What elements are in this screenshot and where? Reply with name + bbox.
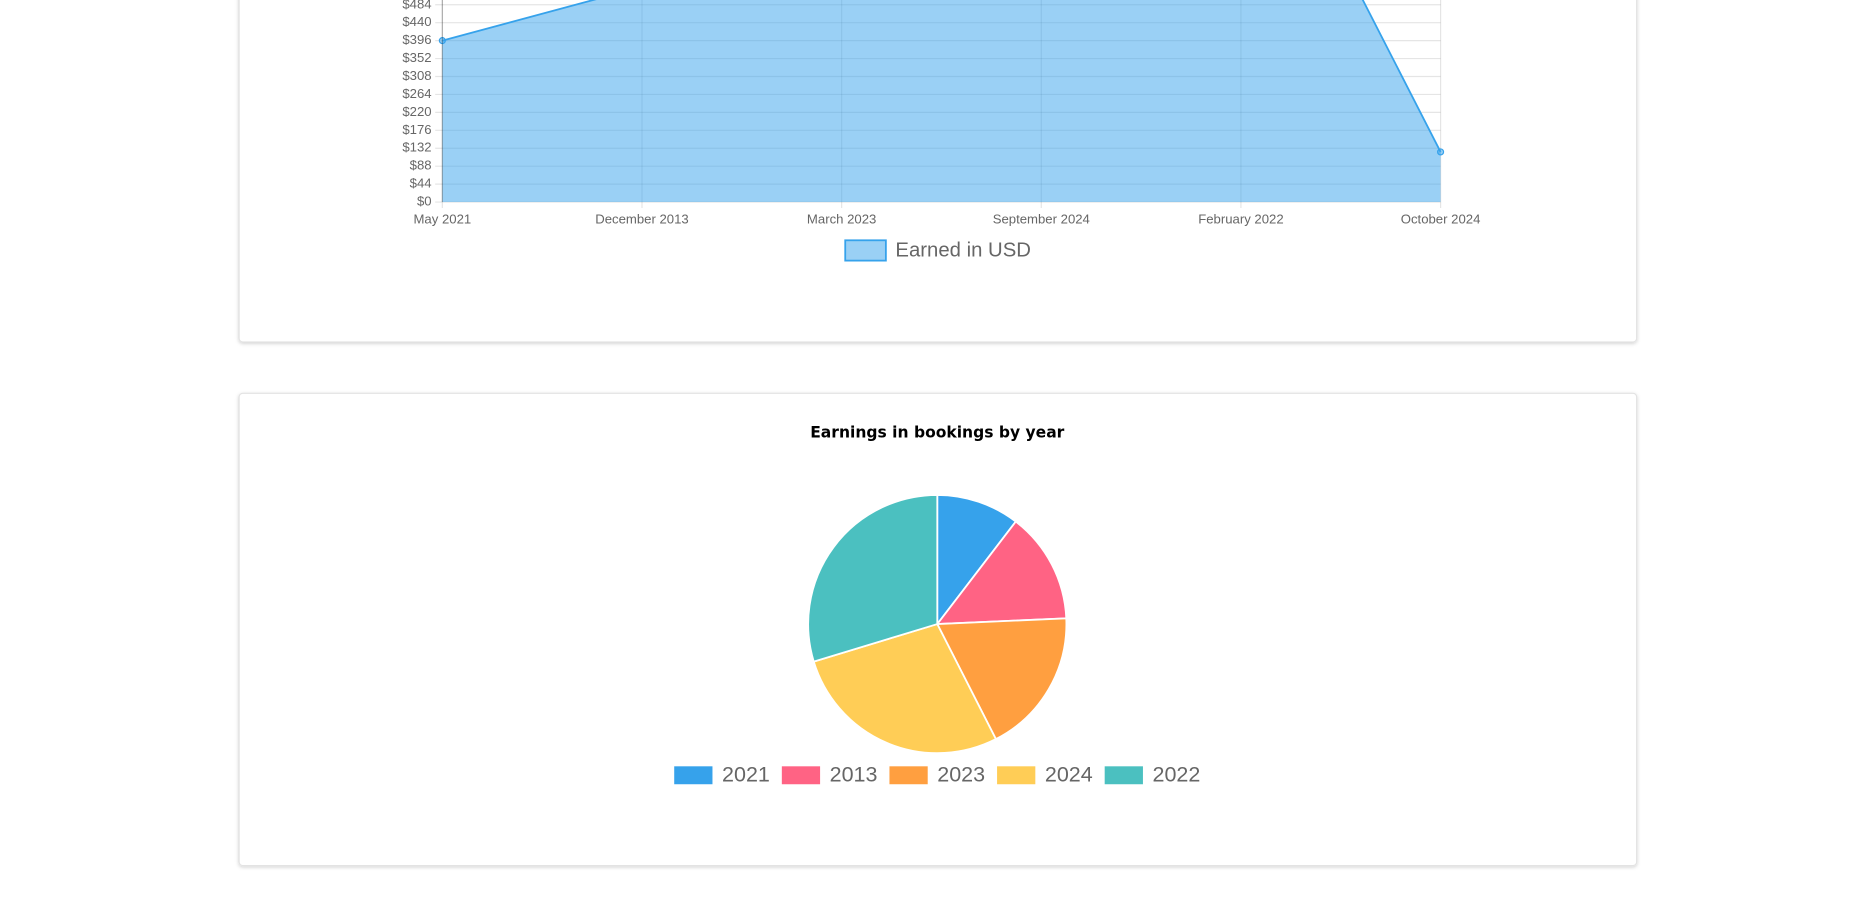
x-tick-label: May 2021 bbox=[413, 211, 471, 226]
legend-label: 2013 bbox=[830, 763, 878, 787]
x-tick-label: February 2022 bbox=[1198, 211, 1283, 226]
y-tick-label: $396 bbox=[402, 32, 431, 47]
legend-swatch bbox=[889, 766, 928, 785]
pie-slice bbox=[935, 520, 1068, 626]
point bbox=[438, 37, 446, 45]
y-tick-label: $0 bbox=[417, 194, 432, 209]
legend-label: 2022 bbox=[1153, 763, 1201, 787]
legend-label: Earned in USD bbox=[895, 239, 1030, 261]
area-fill bbox=[442, 0, 1441, 203]
y-tick-label: $440 bbox=[402, 14, 431, 29]
x-tick-label: December 2013 bbox=[595, 211, 689, 226]
legend-swatch bbox=[1104, 766, 1143, 785]
y-tick-label: $176 bbox=[402, 122, 431, 137]
y-tick-label: $352 bbox=[402, 50, 431, 65]
y-tick-label: $44 bbox=[410, 176, 432, 191]
y-tick-label: $264 bbox=[402, 86, 431, 101]
chart-title: Earnings in bookings by year bbox=[810, 423, 1064, 441]
y-tick-label: $220 bbox=[402, 104, 431, 119]
pie-chart: 2021 2013 2023 2024 2022 bbox=[674, 494, 1201, 787]
point bbox=[1436, 148, 1445, 156]
pie-slice bbox=[936, 494, 1018, 627]
legend-label: 2023 bbox=[937, 763, 985, 787]
y-tick-label: $132 bbox=[402, 140, 431, 155]
x-tick-label: October 2024 bbox=[1401, 211, 1481, 226]
legend-swatch bbox=[674, 766, 713, 785]
pie-slice bbox=[935, 617, 1068, 741]
pie-slice bbox=[812, 622, 998, 754]
legend-swatch bbox=[844, 239, 887, 262]
legend-label: 2021 bbox=[722, 763, 770, 787]
legend-swatch bbox=[781, 766, 821, 785]
y-tick-label: $484 bbox=[402, 0, 431, 11]
y-tick-label: $88 bbox=[410, 158, 432, 173]
y-tick-label: $308 bbox=[402, 68, 431, 83]
pie-slice bbox=[807, 494, 939, 663]
x-tick-label: March 2023 bbox=[807, 211, 876, 226]
legend-swatch bbox=[997, 766, 1036, 785]
legend-label: 2024 bbox=[1045, 763, 1093, 787]
area-chart: $0 $44 $88 $132 $176 $220 $264 $308 $352 $396 $440… bbox=[402, 0, 1481, 262]
x-tick-label: September 2024 bbox=[993, 211, 1090, 226]
